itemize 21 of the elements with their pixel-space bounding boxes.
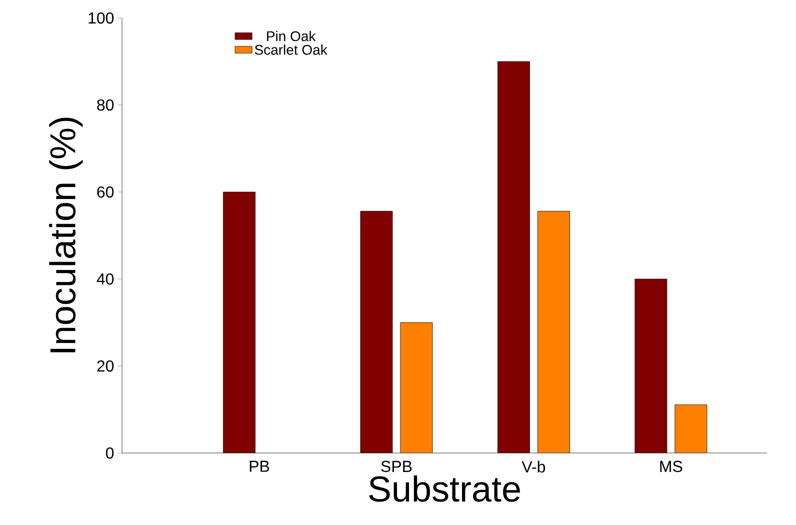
bar xyxy=(498,61,530,453)
y-tick-label: 0 xyxy=(106,447,114,459)
bar xyxy=(223,192,256,453)
y-tick-label: 100 xyxy=(88,12,114,24)
y-tick-label: 40 xyxy=(96,273,114,285)
legend-label: Pin Oak xyxy=(267,30,316,42)
y-axis-title: Inoculation (%) xyxy=(49,118,83,352)
bar xyxy=(400,322,432,453)
y-tick-label: 20 xyxy=(97,360,114,372)
x-tick-label: PB xyxy=(250,460,270,472)
bar xyxy=(674,404,708,453)
x-tick-label: V-b xyxy=(522,460,546,473)
bar xyxy=(634,278,668,453)
x-axis-title: Substrate xyxy=(369,475,520,502)
y-tick-label: 60 xyxy=(97,186,114,198)
x-tick-label: MS xyxy=(660,460,682,472)
y-tick-label: 80 xyxy=(97,99,114,111)
x-tick-label: SPB xyxy=(381,460,412,472)
bar xyxy=(538,211,570,453)
legend-label: Scarlet Oak xyxy=(254,44,328,55)
bar xyxy=(360,211,392,453)
